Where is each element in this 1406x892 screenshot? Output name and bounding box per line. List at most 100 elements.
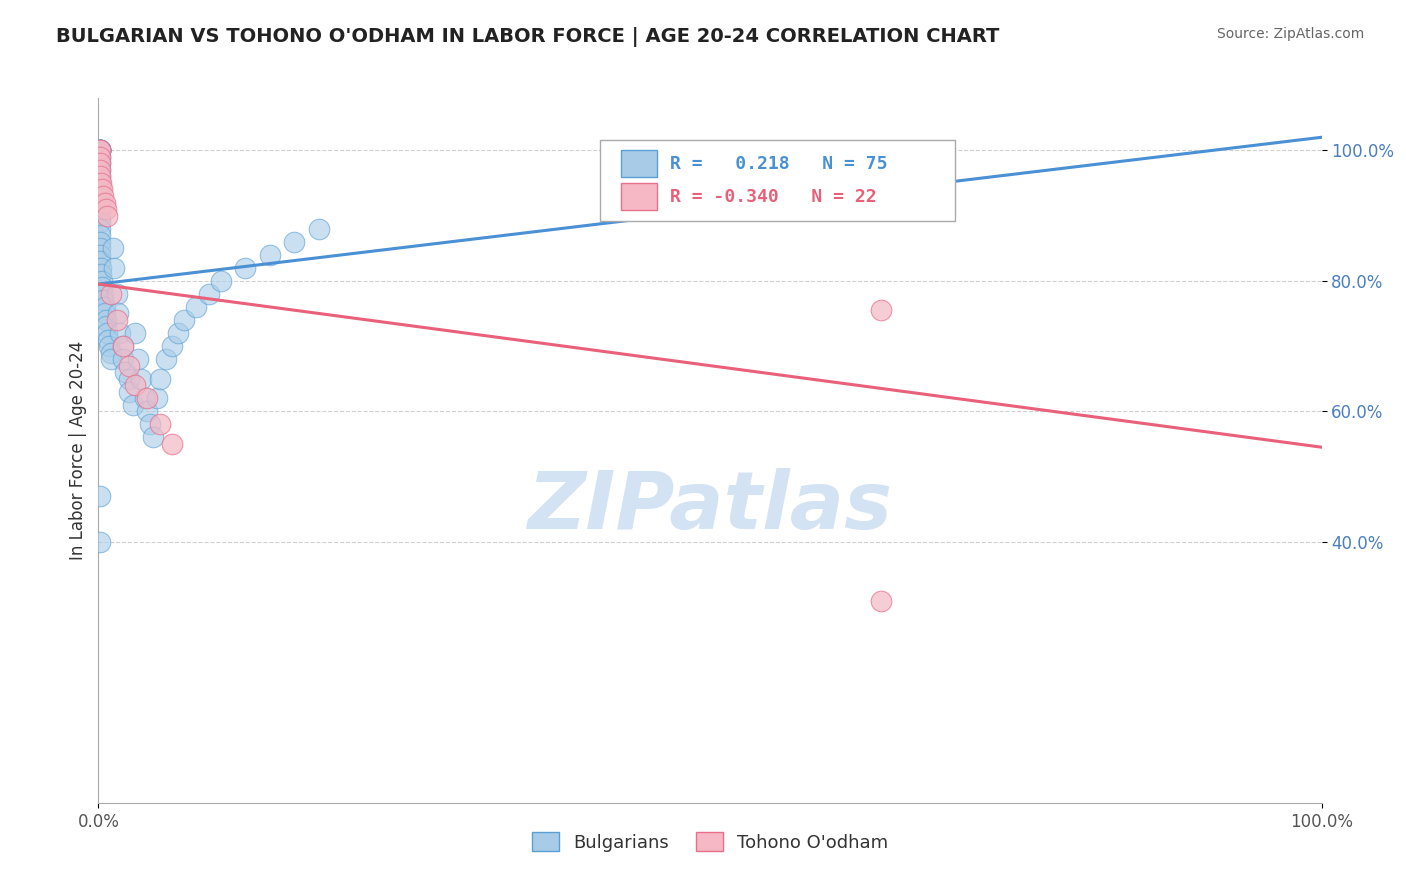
Point [89, 144, 111, 158]
Point [89, 248, 111, 262]
Point [97, 333, 120, 347]
Point [283, 235, 305, 249]
Point [91, 182, 114, 196]
Point [129, 372, 152, 386]
Point [89, 144, 111, 158]
Point [100, 345, 122, 359]
Point [308, 221, 330, 235]
Point [870, 593, 893, 607]
Point [111, 339, 134, 353]
Point [89, 156, 111, 170]
Point [233, 260, 256, 275]
Text: Source: ZipAtlas.com: Source: ZipAtlas.com [1216, 27, 1364, 41]
Point [111, 352, 134, 367]
Point [89, 241, 111, 255]
Point [134, 391, 156, 405]
Point [110, 326, 132, 340]
Point [209, 274, 232, 288]
Point [89, 144, 111, 158]
FancyBboxPatch shape [620, 184, 658, 211]
Point [105, 286, 128, 301]
Point [89, 235, 111, 249]
Point [89, 144, 111, 158]
Point [96, 326, 118, 340]
Point [89, 202, 111, 216]
Point [90, 176, 112, 190]
Point [149, 417, 172, 432]
Point [94, 319, 117, 334]
Point [160, 437, 183, 451]
Point [136, 404, 159, 418]
Text: ZIPatlas: ZIPatlas [527, 467, 893, 546]
Point [96, 209, 118, 223]
Point [155, 352, 177, 367]
Point [89, 162, 111, 177]
Point [186, 300, 208, 314]
Point [89, 169, 111, 184]
Point [149, 372, 172, 386]
Point [100, 286, 122, 301]
Point [259, 248, 281, 262]
Point [197, 286, 219, 301]
Point [89, 489, 111, 503]
Point [142, 430, 165, 444]
Point [93, 300, 115, 314]
Point [91, 280, 114, 294]
Point [89, 144, 111, 158]
Point [89, 195, 111, 210]
Point [89, 144, 111, 158]
Point [94, 202, 117, 216]
Point [89, 156, 111, 170]
Point [89, 209, 111, 223]
Point [118, 384, 141, 399]
Point [89, 144, 111, 158]
Point [139, 417, 162, 432]
Point [146, 391, 169, 405]
Point [100, 352, 122, 367]
Point [89, 144, 111, 158]
Point [107, 306, 129, 320]
Y-axis label: In Labor Force | Age 20-24: In Labor Force | Age 20-24 [69, 341, 87, 560]
Point [136, 391, 159, 405]
Point [124, 378, 146, 392]
Point [114, 365, 136, 379]
Point [118, 359, 141, 373]
Point [90, 260, 112, 275]
Point [89, 215, 111, 229]
Point [118, 372, 141, 386]
Point [89, 144, 111, 158]
Point [93, 306, 115, 320]
FancyBboxPatch shape [600, 140, 955, 221]
Point [111, 339, 134, 353]
Point [91, 286, 114, 301]
Point [89, 534, 111, 549]
Point [89, 176, 111, 190]
Point [89, 182, 111, 196]
Point [105, 313, 128, 327]
Point [90, 268, 112, 282]
Point [89, 144, 111, 158]
Text: R =   0.218   N = 75: R = 0.218 N = 75 [669, 154, 887, 173]
Point [89, 144, 111, 158]
FancyBboxPatch shape [620, 150, 658, 177]
Point [89, 169, 111, 184]
Point [94, 313, 117, 327]
Point [870, 303, 893, 318]
Point [89, 162, 111, 177]
Point [173, 313, 195, 327]
Point [127, 352, 149, 367]
Point [101, 241, 124, 255]
Point [89, 221, 111, 235]
Text: R = -0.340   N = 22: R = -0.340 N = 22 [669, 188, 876, 206]
Point [124, 326, 146, 340]
Legend: Bulgarians, Tohono O'odham: Bulgarians, Tohono O'odham [523, 823, 897, 861]
Point [103, 260, 125, 275]
Point [91, 293, 114, 308]
Point [89, 228, 111, 243]
Point [121, 398, 143, 412]
Point [91, 189, 114, 203]
Point [160, 339, 183, 353]
Text: BULGARIAN VS TOHONO O'ODHAM IN LABOR FORCE | AGE 20-24 CORRELATION CHART: BULGARIAN VS TOHONO O'ODHAM IN LABOR FOR… [56, 27, 1000, 46]
Point [98, 339, 121, 353]
Point [89, 150, 111, 164]
